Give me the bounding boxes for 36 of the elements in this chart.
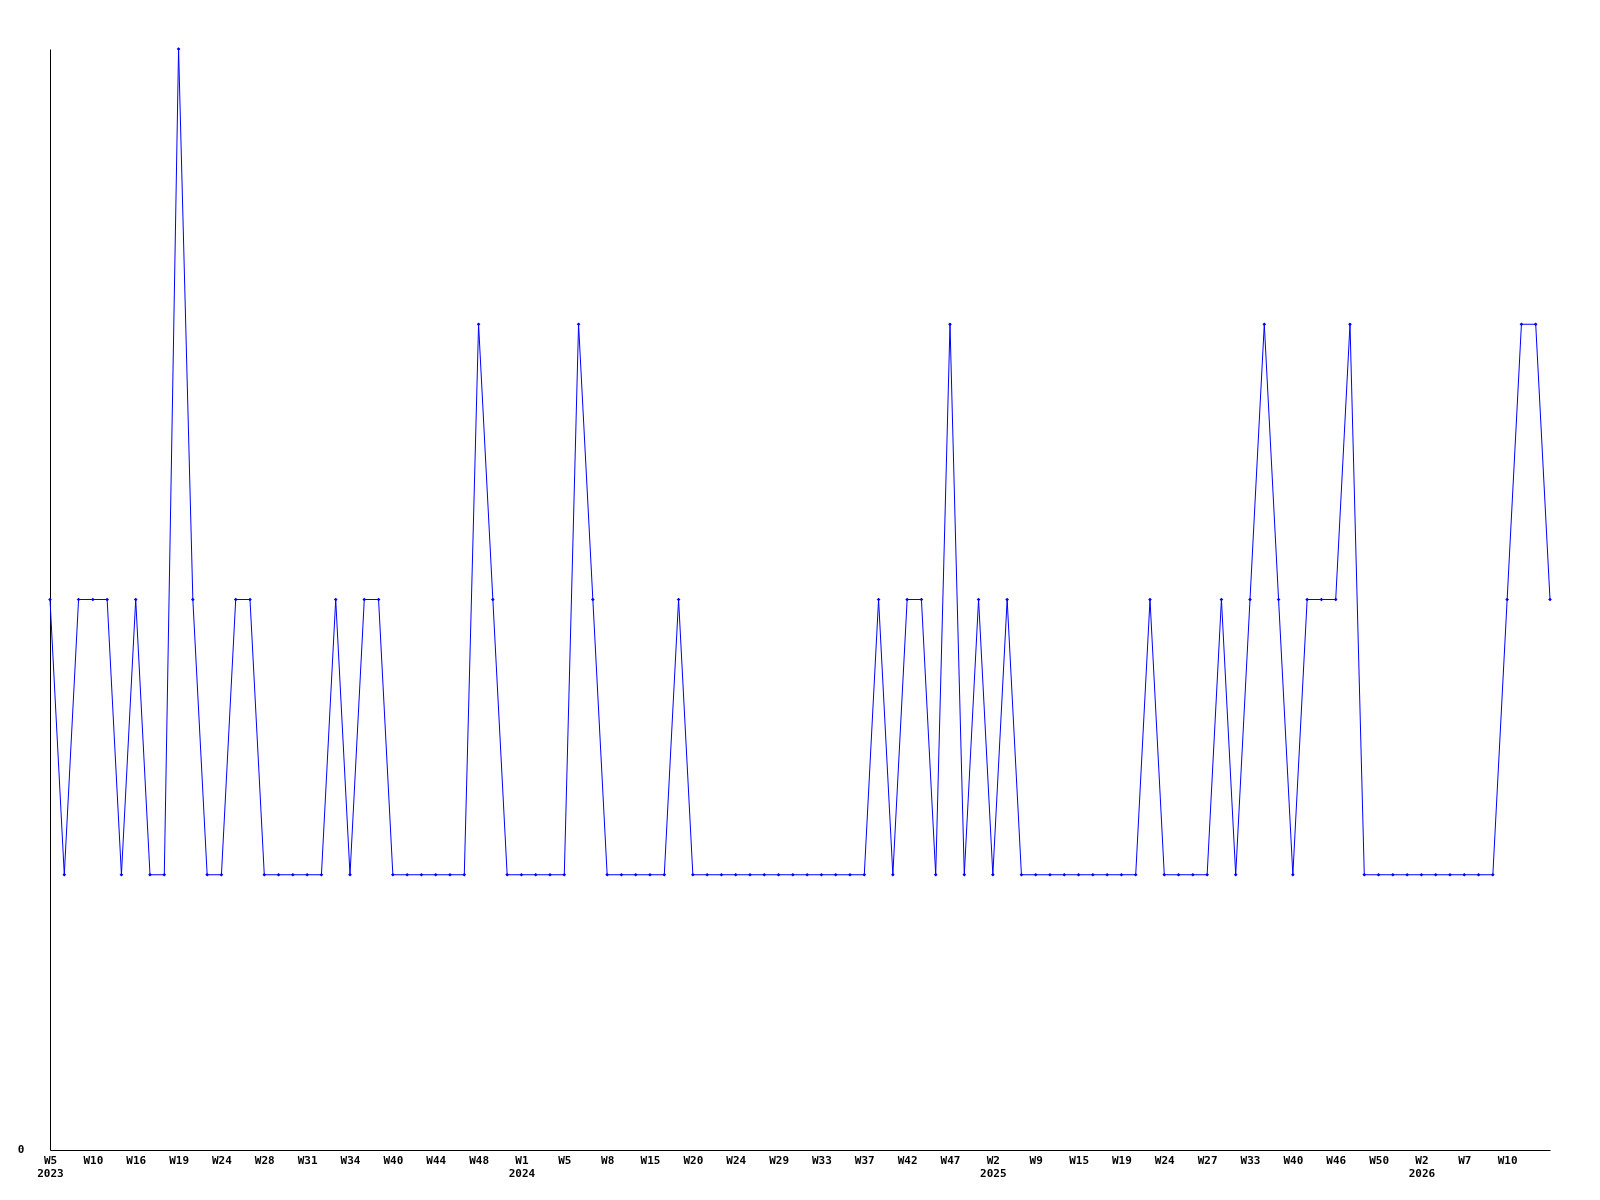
x-tick-label: W15 [640, 1153, 661, 1167]
x-tick-label: W16 [126, 1153, 147, 1167]
x-tick-label: W31 [297, 1153, 318, 1167]
x-tick-label: W28 [254, 1153, 275, 1167]
x-tick-label: W5 2023 [37, 1153, 64, 1180]
x-tick-label: W24 [726, 1153, 747, 1167]
x-tick-label: W24 [1154, 1153, 1176, 1167]
x-tick-label: W2 2025 [980, 1153, 1007, 1180]
x-tick-label: W2 2026 [1408, 1153, 1436, 1180]
x-tick-label: W46 [1326, 1153, 1347, 1167]
x-tick-label: W20 [683, 1153, 704, 1167]
x-tick-label: W34 [340, 1153, 361, 1167]
x-tick-label: W8 [601, 1153, 615, 1167]
x-tick-label: W40 [383, 1153, 404, 1167]
x-tick-label: W33 [1240, 1153, 1261, 1167]
x-tick-label: W44 [426, 1153, 447, 1167]
x-tick-label: W50 [1369, 1153, 1390, 1167]
x-tick-label: W15 [1069, 1153, 1090, 1167]
x-tick-label: W10 [83, 1153, 104, 1167]
x-tick-label: W5 [558, 1153, 572, 1167]
x-tick-label: W19 [1111, 1153, 1132, 1167]
x-tick-label: W48 [469, 1153, 490, 1167]
x-tick-label: W9 [1029, 1153, 1043, 1167]
x-tick-label: W10 [1497, 1153, 1518, 1167]
x-tick-label: W19 [169, 1153, 190, 1167]
x-tick-label: W27 [1197, 1153, 1218, 1167]
x-tick-label: W24 [211, 1153, 233, 1167]
text: 0 [17, 1143, 25, 1156]
x-tick-label: W33 [811, 1153, 832, 1167]
x-tick-label: W1 2024 [508, 1153, 536, 1180]
x-tick-label: W47 [940, 1153, 961, 1167]
x-tick-label: W29 [769, 1153, 790, 1167]
x-tick-label: W37 [854, 1153, 875, 1167]
x-tick-label: W42 [897, 1153, 918, 1167]
x-tick-label: W40 [1283, 1153, 1304, 1167]
x-tick-label: W7 [1458, 1153, 1472, 1167]
